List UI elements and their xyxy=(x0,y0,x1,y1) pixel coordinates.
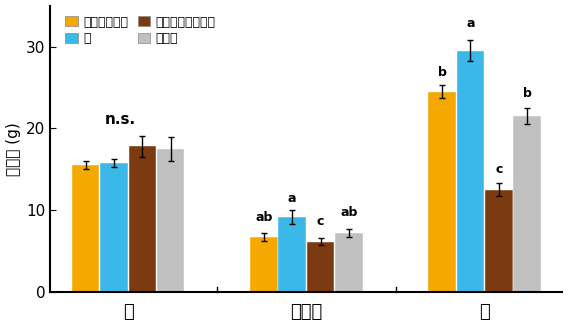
Bar xyxy=(307,242,335,292)
Text: a: a xyxy=(466,17,475,30)
Text: ab: ab xyxy=(255,211,273,224)
Bar xyxy=(428,92,456,292)
Y-axis label: 举重量 (g): 举重量 (g) xyxy=(6,122,20,176)
Text: c: c xyxy=(495,163,503,176)
Bar xyxy=(513,116,541,292)
Bar xyxy=(128,146,156,292)
Bar xyxy=(457,51,485,292)
Bar xyxy=(250,237,278,292)
Text: c: c xyxy=(317,215,324,229)
Bar xyxy=(100,163,128,292)
Text: b: b xyxy=(438,66,446,79)
Bar xyxy=(72,165,99,292)
Text: n.s.: n.s. xyxy=(105,112,136,127)
Legend: ベントナイト, 炭, トウモロコシの芯, 無処理: ベントナイト, 炭, トウモロコシの芯, 無処理 xyxy=(62,12,219,49)
Bar xyxy=(157,149,185,292)
Bar xyxy=(485,190,512,292)
Text: b: b xyxy=(523,87,532,100)
Text: a: a xyxy=(288,192,296,205)
Bar xyxy=(278,217,306,292)
Bar xyxy=(335,233,363,292)
Text: ab: ab xyxy=(340,206,358,218)
